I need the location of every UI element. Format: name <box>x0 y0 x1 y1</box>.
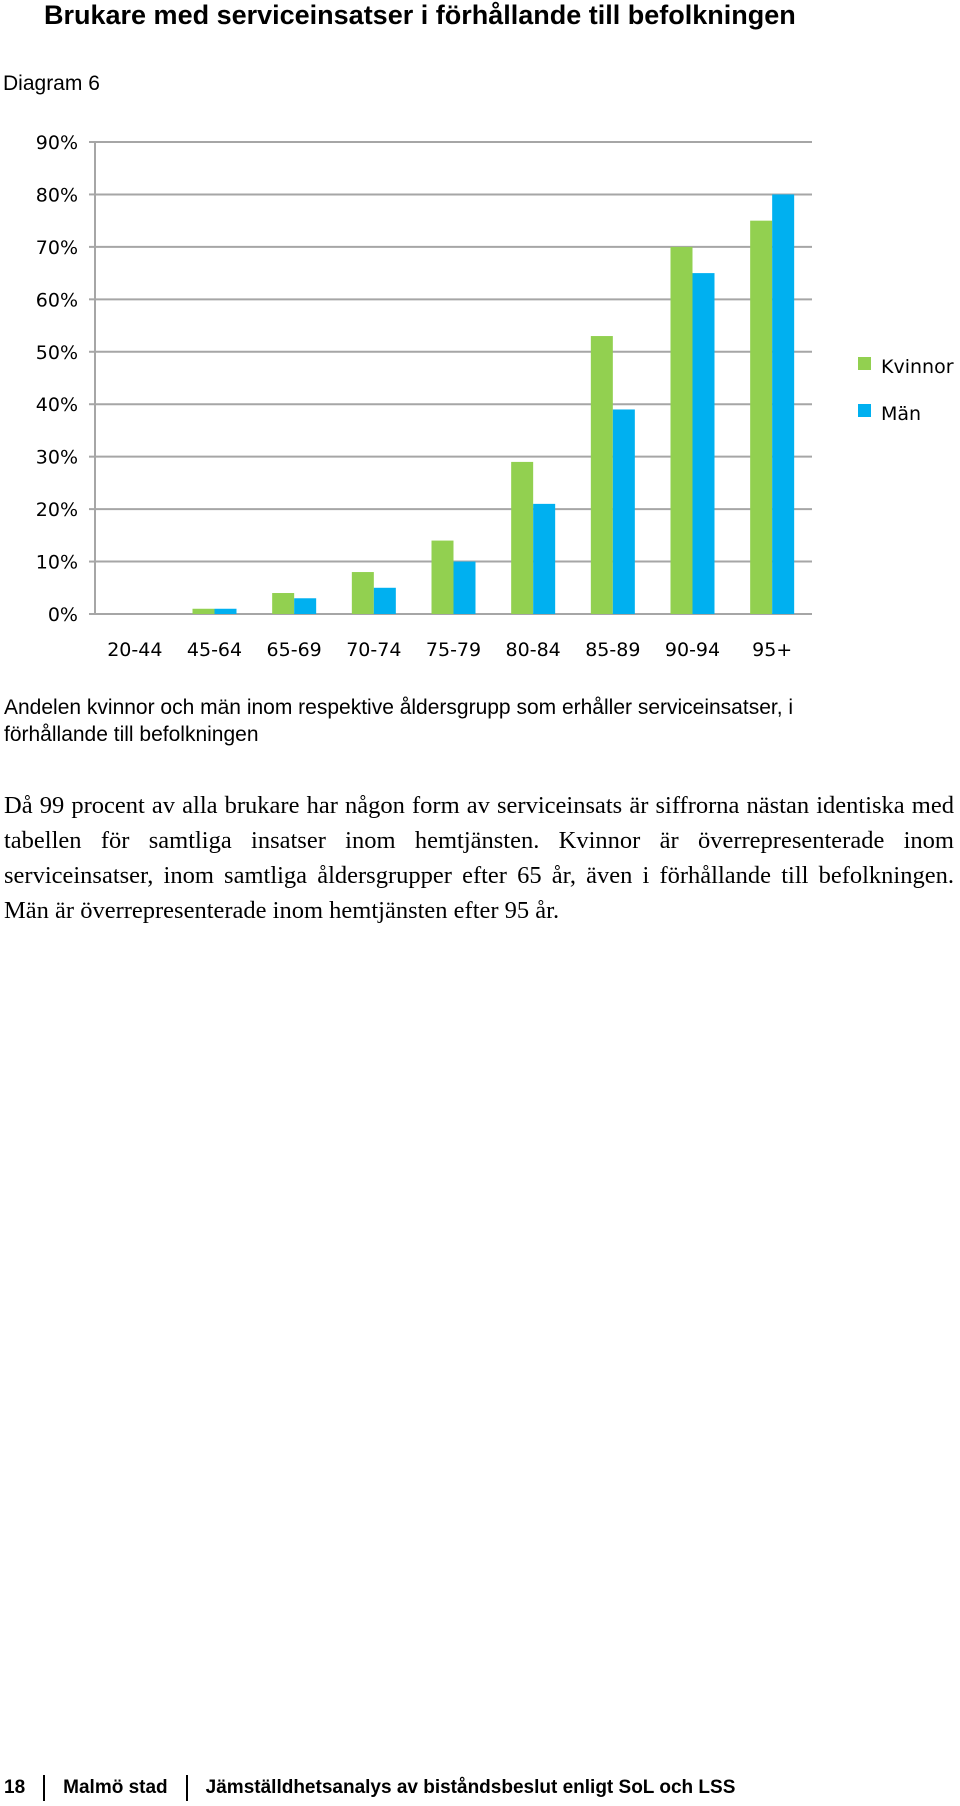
y-tick-label: 50% <box>36 342 78 364</box>
diagram-label: Diagram 6 <box>3 72 100 95</box>
x-axis-ticks: 20-44 45-64 65-69 70-74 75-79 80-84 85-89 90-94… <box>107 639 792 661</box>
page-title: Brukare med serviceinsatser i förhålland… <box>44 0 796 30</box>
x-tick-label: 20-44 <box>107 639 162 661</box>
bar-kvinnor <box>192 608 215 614</box>
legend-label-man: Män <box>881 403 921 425</box>
y-tick-label: 0% <box>48 604 78 626</box>
x-tick-label: 90-94 <box>665 639 720 661</box>
bar-man <box>453 561 476 614</box>
x-tick-label: 85-89 <box>585 639 640 661</box>
footer-document-title: Jämställdhetsanalys av biståndsbeslut en… <box>205 1777 736 1798</box>
x-tick-label: 65-69 <box>267 639 322 661</box>
bar-kvinnor <box>431 540 454 614</box>
bar-kvinnor <box>351 572 374 614</box>
bar-kvinnor <box>670 246 693 614</box>
chart-bars <box>192 194 795 614</box>
bar-man <box>692 273 715 614</box>
footer-divider <box>185 1775 188 1801</box>
x-tick-label: 80-84 <box>506 639 561 661</box>
bar-kvinnor <box>590 336 613 614</box>
page-number: 18 <box>4 1777 26 1798</box>
x-tick-label: 70-74 <box>346 639 401 661</box>
bar-kvinnor <box>272 593 295 614</box>
chart-legend: Kvinnor Män <box>858 356 954 425</box>
chart-caption: Andelen kvinnor och män inom respektive … <box>4 696 794 746</box>
body-paragraph: Då 99 procent av alla brukare har någon … <box>4 792 954 924</box>
y-tick-label: 70% <box>36 237 78 259</box>
bar-man <box>772 194 795 614</box>
y-tick-label: 90% <box>36 132 78 154</box>
x-tick-label: 45-64 <box>187 639 242 661</box>
bar-man <box>373 587 396 614</box>
bar-man <box>214 608 237 614</box>
y-tick-label: 60% <box>36 289 78 311</box>
footer-organization: Malmö stad <box>63 1777 168 1798</box>
bar-chart: 0% 10% 20% 30% 40% 50% 60% 70% 80% 90% 20-44 45-64… <box>36 132 954 661</box>
y-tick-label: 40% <box>36 394 78 416</box>
page-footer: 18 Malmö stad Jämställdhetsanalys av bis… <box>4 1775 735 1801</box>
y-tick-label: 20% <box>36 499 78 521</box>
y-axis-ticks: 0% 10% 20% 30% 40% 50% 60% 70% 80% 90% <box>36 132 78 626</box>
bar-man <box>612 409 635 614</box>
y-tick-label: 80% <box>36 184 78 206</box>
footer-divider <box>43 1775 46 1801</box>
legend-label-kvinnor: Kvinnor <box>881 356 954 378</box>
bar-kvinnor <box>511 461 534 614</box>
y-tick-label: 30% <box>36 447 78 469</box>
bar-man <box>533 503 556 614</box>
bar-kvinnor <box>750 220 773 614</box>
y-tick-label: 10% <box>36 552 78 574</box>
bar-man <box>294 598 317 614</box>
legend-swatch-kvinnor <box>858 357 871 370</box>
legend-swatch-man <box>858 404 871 417</box>
x-tick-label: 95+ <box>752 639 792 661</box>
x-tick-label: 75-79 <box>426 639 481 661</box>
